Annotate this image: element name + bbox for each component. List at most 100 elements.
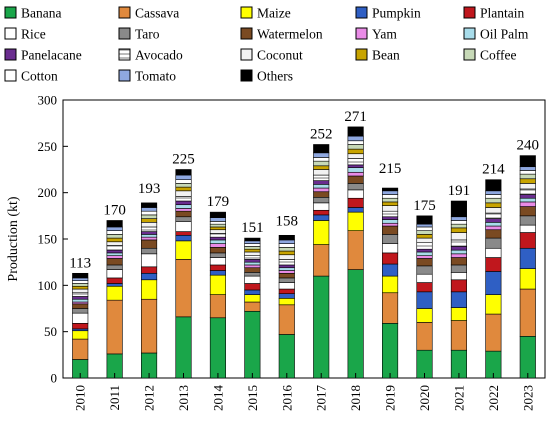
legend-label-tomato: Tomato xyxy=(135,69,176,84)
bar-segment-bean-2021 xyxy=(450,227,467,233)
y-tick-label: 150 xyxy=(38,232,58,247)
bar-segment-others-2012 xyxy=(141,202,158,208)
y-tick-label: 100 xyxy=(38,278,58,293)
bar-segment-panelacane-2017 xyxy=(313,180,330,185)
legend-swatch-cassava xyxy=(118,6,131,19)
bar-segment-watermelon-2016 xyxy=(278,272,295,279)
legend-swatch-avocado xyxy=(118,48,131,61)
total-label-2010: 113 xyxy=(69,255,91,271)
bar-segment-yam-2015 xyxy=(244,264,261,269)
bar-segment-pumpkin-2018 xyxy=(347,207,364,213)
bar-segment-cotton-2020 xyxy=(416,226,433,231)
bar-segment-tomato-2020 xyxy=(416,223,433,228)
bar-segment-banana-2014 xyxy=(209,317,226,379)
bar-segment-yam-2013 xyxy=(175,208,192,212)
legend-swatch-watermelon xyxy=(240,27,253,40)
x-tick-label-2015: 2015 xyxy=(245,385,260,411)
x-axis: 2010 2011 2012 2013 2014 2015 2016 2017 2018 2019… xyxy=(73,373,535,412)
bar-segment-plantain-2023 xyxy=(519,232,536,249)
bar-segment-coconut-2011 xyxy=(106,241,123,246)
x-tick-label-2022: 2022 xyxy=(486,385,501,411)
x-tick-label-2014: 2014 xyxy=(210,385,225,412)
legend-label-yam: Yam xyxy=(372,27,397,42)
y-tick-label: 0 xyxy=(51,371,58,386)
legend-swatch-rice xyxy=(4,27,17,40)
bar-segment-oil-palm-2011 xyxy=(106,252,123,256)
legend-label-watermelon: Watermelon xyxy=(257,27,323,42)
bar-segment-plantain-2020 xyxy=(416,282,433,293)
bar-segment-maize-2015 xyxy=(244,294,261,303)
bar-segment-others-2022 xyxy=(485,179,502,192)
y-axis: 0 50 100 150 200 250 300 xyxy=(38,93,68,386)
bar-segment-panelacane-2015 xyxy=(244,259,261,263)
bar-segment-cassava-2022 xyxy=(485,313,502,352)
bar-segment-coffee-2013 xyxy=(175,183,192,188)
bar-segment-cotton-2021 xyxy=(450,220,467,225)
bar-segment-tomato-2017 xyxy=(313,152,330,158)
bar-segment-coffee-2019 xyxy=(382,197,399,203)
bar-segment-cassava-2010 xyxy=(72,338,89,360)
bar-segment-oil-palm-2012 xyxy=(141,234,158,238)
legend-label-coffee: Coffee xyxy=(480,48,517,63)
bar-segment-tomato-2012 xyxy=(141,207,158,212)
bar-segment-bean-2015 xyxy=(244,248,261,253)
bar-segment-banana-2017 xyxy=(313,275,330,379)
legend-swatch-cotton xyxy=(4,69,17,82)
bar-segment-bean-2012 xyxy=(141,218,158,223)
bar-segment-oil-palm-2013 xyxy=(175,204,192,209)
bar-segment-oil-palm-2017 xyxy=(313,184,330,189)
bar-segment-oil-palm-2020 xyxy=(416,251,433,256)
bar-segment-plantain-2013 xyxy=(175,231,192,236)
bar-segment-oil-palm-2022 xyxy=(485,222,502,227)
bar-segment-rice-2021 xyxy=(450,272,467,281)
bar-segment-coffee-2014 xyxy=(209,223,226,228)
bar-segment-cassava-2015 xyxy=(244,301,261,312)
bar-segment-avocado-2013 xyxy=(175,196,192,202)
bar-segment-plantain-2019 xyxy=(382,252,399,265)
bar-segment-cotton-2016 xyxy=(278,243,295,248)
bar-segment-panelacane-2023 xyxy=(519,194,536,199)
bar-segment-pumpkin-2011 xyxy=(106,283,123,287)
bar-segment-avocado-2020 xyxy=(416,242,433,250)
y-tick-label: 300 xyxy=(38,93,58,108)
bar-segment-maize-2021 xyxy=(450,307,467,321)
bar-segment-avocado-2010 xyxy=(72,292,89,297)
bar-segment-watermelon-2014 xyxy=(209,247,226,254)
bar-segment-coffee-2016 xyxy=(278,247,295,252)
bar-segment-panelacane-2020 xyxy=(416,248,433,253)
legend-swatch-oil-palm xyxy=(463,27,476,40)
total-label-2019: 215 xyxy=(379,161,402,177)
bar-segment-cotton-2010 xyxy=(72,280,89,284)
bar-segment-plantain-2018 xyxy=(347,197,364,208)
bar-segment-taro-2017 xyxy=(313,197,330,204)
total-label-2015: 151 xyxy=(241,220,264,236)
bar-segment-plantain-2022 xyxy=(485,257,502,272)
bar-segment-bean-2013 xyxy=(175,186,192,192)
bar-segment-avocado-2018 xyxy=(347,158,364,166)
bar-segment-coffee-2012 xyxy=(141,214,158,219)
plot-frame xyxy=(62,99,546,379)
bar-segment-maize-2014 xyxy=(209,274,226,295)
bar-segment-avocado-2017 xyxy=(313,174,330,181)
bar-segment-taro-2010 xyxy=(72,308,89,314)
bar-segment-tomato-2016 xyxy=(278,239,295,244)
bar-segment-cotton-2011 xyxy=(106,230,123,235)
total-label-2018: 271 xyxy=(344,109,367,125)
bar-segment-cotton-2023 xyxy=(519,170,536,175)
legend-swatch-yam xyxy=(355,27,368,40)
bar-segment-maize-2010 xyxy=(72,330,89,340)
bar-segment-rice-2010 xyxy=(72,312,89,324)
legend-swatch-taro xyxy=(118,27,131,40)
bar-segment-tomato-2014 xyxy=(209,217,226,222)
bar-segment-avocado-2015 xyxy=(244,255,261,260)
bar-segment-pumpkin-2013 xyxy=(175,234,192,242)
bar-segment-yam-2011 xyxy=(106,255,123,259)
bar-segment-taro-2020 xyxy=(416,265,433,275)
bar-segment-coffee-2021 xyxy=(450,223,467,229)
bar-segment-plantain-2021 xyxy=(450,279,467,293)
bar-segment-others-2023 xyxy=(519,155,536,168)
bar-segment-oil-palm-2018 xyxy=(347,167,364,173)
bar-segment-maize-2012 xyxy=(141,279,158,300)
bar-segment-tomato-2023 xyxy=(519,166,536,171)
